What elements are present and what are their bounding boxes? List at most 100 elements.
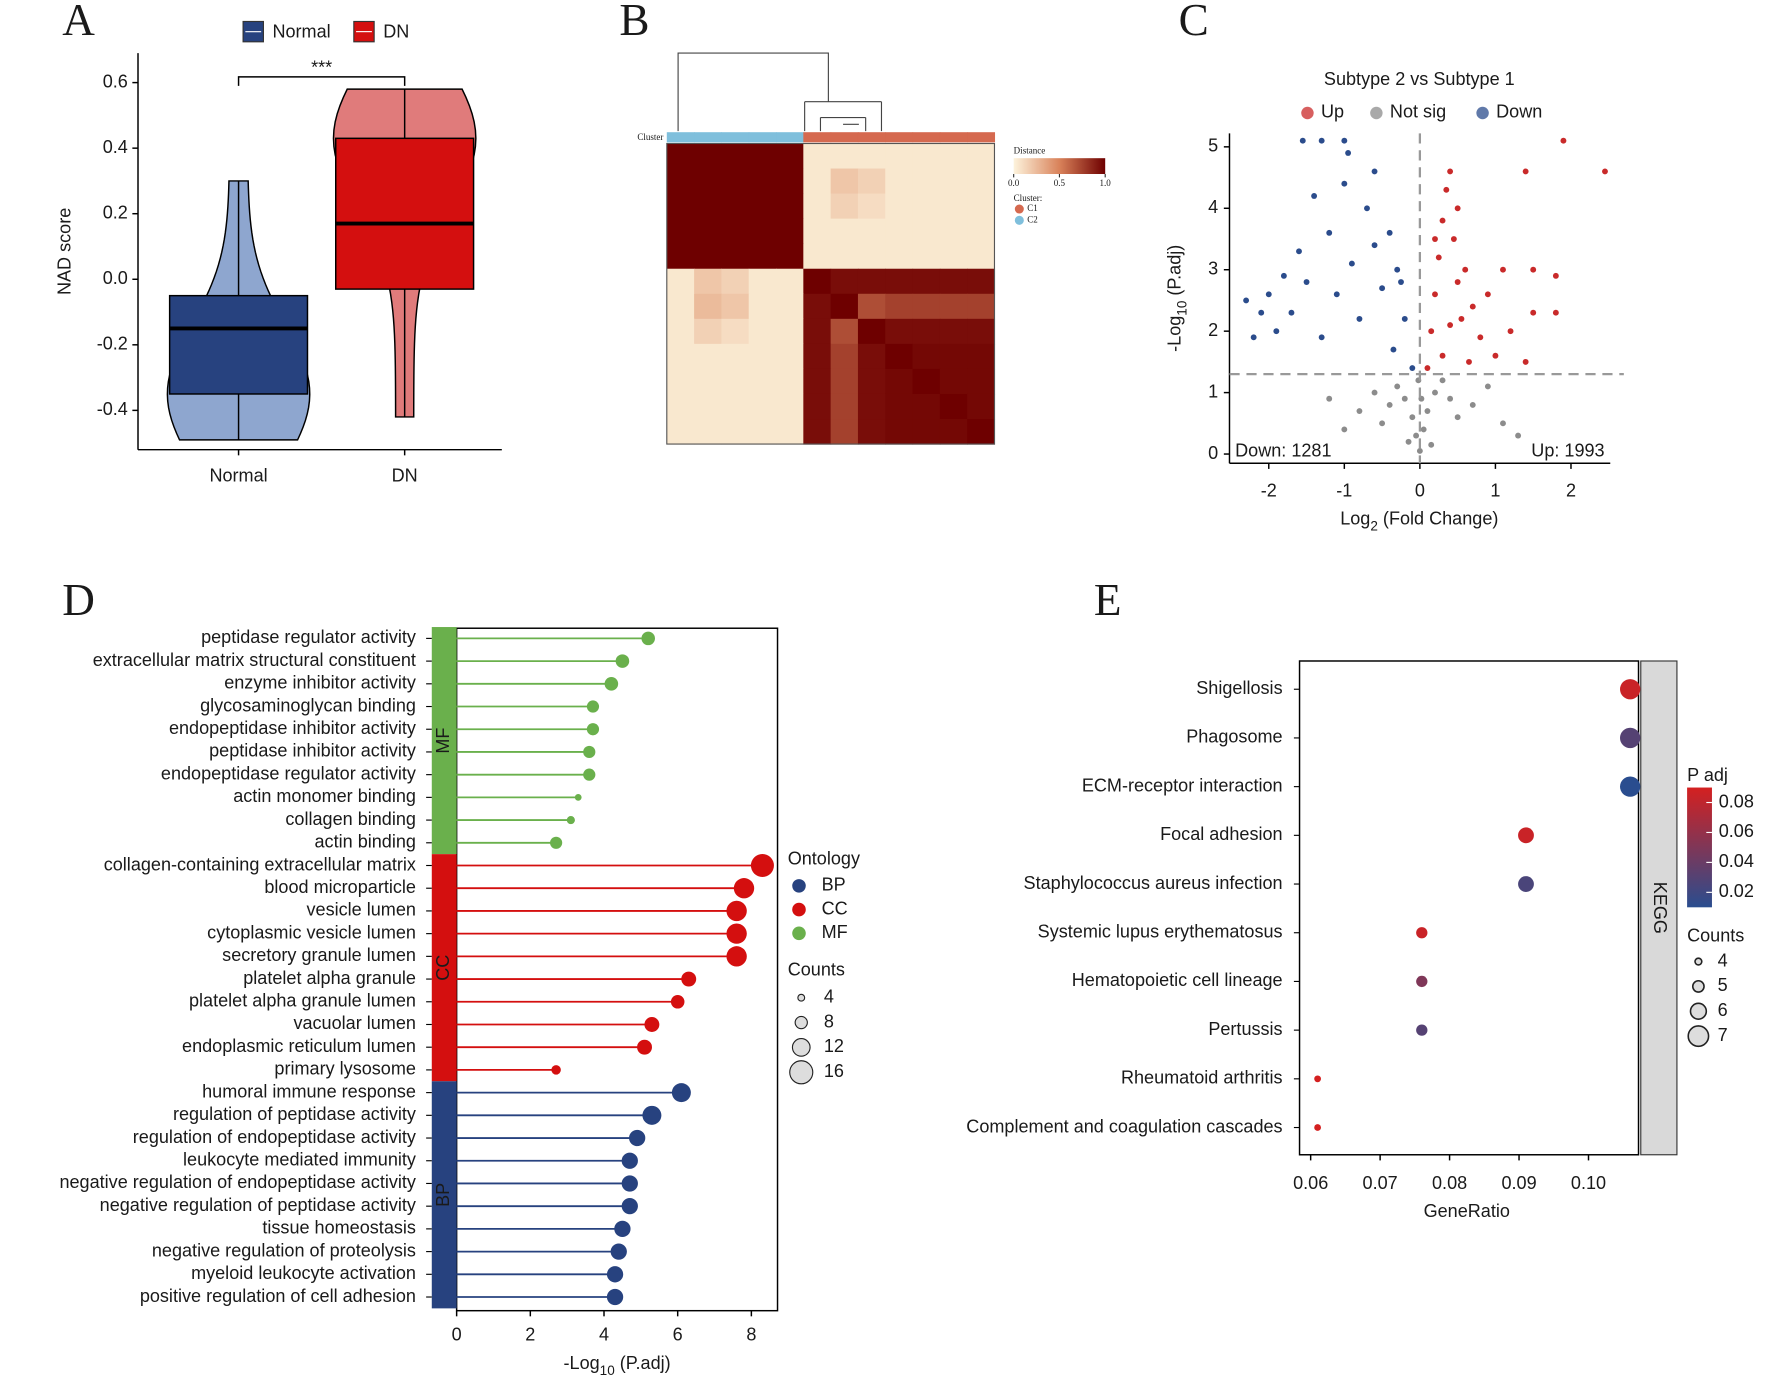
panel-letter: E [1094,575,1122,625]
point [1500,266,1506,273]
y-tick-label: 3 [1208,258,1218,278]
heatmap-cell [912,218,941,245]
point [1394,266,1401,273]
heatmap-cell [912,243,941,270]
heatmap-cell [803,368,832,395]
heatmap-cell [803,193,832,220]
point [1552,272,1559,279]
heatmap-cell [967,193,996,220]
legend-label: DN [383,22,409,42]
cluster-legend-dot [1014,204,1024,214]
heatmap-cell [857,393,886,420]
heatmap-cell [803,318,832,345]
heatmap-cell [803,293,832,320]
heatmap-cell [748,368,777,395]
lollipop-dot [583,745,596,759]
lollipop-dot [566,816,575,825]
legend-marker [1476,106,1489,120]
heatmap-cell [912,393,941,420]
point [1447,395,1454,402]
x-tick-label: -2 [1261,480,1277,500]
heatmap-cell [748,419,777,445]
point [1469,401,1476,408]
point [1432,389,1438,396]
point [1522,168,1529,175]
category-label: peptidase inhibitor activity [209,741,416,761]
heatmap-cell [939,193,968,220]
heatmap-cell [666,368,695,395]
heatmap-cell [694,318,722,345]
colorbar-tick-label: 0.04 [1719,851,1754,871]
lollipop-dot [671,1083,691,1103]
heatmap-cell [721,293,750,320]
x-axis-label-part: 2 [1370,519,1378,534]
point [1401,315,1408,322]
category-label: extracellular matrix structural constitu… [93,650,416,670]
heatmap-cell [912,193,941,220]
cluster-legend-label: C2 [1027,214,1038,224]
x-axis-label: Log2 (Fold Change) [1340,509,1498,534]
point [1390,346,1397,353]
point [1552,309,1559,316]
size-legend-label: 16 [824,1061,844,1081]
heatmap-cell [666,343,695,370]
point [1364,205,1370,212]
point [1424,408,1431,414]
box [335,137,475,290]
dot [1518,876,1534,892]
point [1507,328,1514,335]
heatmap-cell [748,343,777,370]
heatmap-cell [939,168,968,195]
heatmap-cell [803,393,832,420]
y-tick-label: 0.4 [103,137,128,157]
cluster-bar-cell [967,132,996,143]
category-label: leukocyte mediated immunity [183,1150,416,1170]
y-tick-label: 5 [1208,136,1218,156]
point [1288,309,1295,316]
heatmap-cell [721,343,750,370]
heatmap-cell [912,293,941,320]
point [1435,254,1442,261]
point [1341,137,1348,144]
point [1409,414,1416,421]
x-axis-label-part: (Fold Change) [1378,509,1498,529]
point [1432,236,1438,242]
lollipop-dot [621,1175,638,1192]
category-label: collagen binding [285,809,416,829]
heatmap-cell [885,293,914,320]
point [1454,205,1461,212]
heatmap-cell [666,393,695,420]
heatmap-cell [803,143,832,170]
heatmap-cell [666,218,695,245]
heatmap-cell [967,268,996,295]
colorbar [1687,787,1712,908]
point [1447,168,1454,175]
point [1439,217,1446,224]
dot [1314,1075,1321,1083]
size-legend-label: 6 [1718,1000,1728,1020]
size-legend-title: Counts [788,959,845,979]
heatmap-cell [748,218,777,245]
category-label: endoplasmic reticulum lumen [182,1036,416,1056]
colorbar [1013,158,1106,175]
lollipop-dot [606,1288,624,1306]
lollipop-dot [583,768,596,781]
heatmap-cell [939,393,968,420]
category-label: secretory granule lumen [222,945,416,965]
category-label: positive regulation of cell adhesion [140,1286,416,1306]
point [1469,303,1476,310]
heatmap-cell [694,268,722,295]
point [1326,229,1333,236]
dot [1416,927,1428,939]
x-tick-label: 0 [1415,480,1425,500]
colorbar-tick-label: 0.08 [1719,791,1754,811]
point [1303,279,1310,285]
lollipop-dot [726,946,747,967]
heatmap-cell [803,218,832,245]
y-axis-label-part: (P.adj) [1164,245,1184,301]
dot [1314,1124,1321,1131]
point [1602,168,1608,175]
heatmap-cell [912,143,941,170]
group-strip [431,1081,457,1309]
point [1439,377,1446,384]
